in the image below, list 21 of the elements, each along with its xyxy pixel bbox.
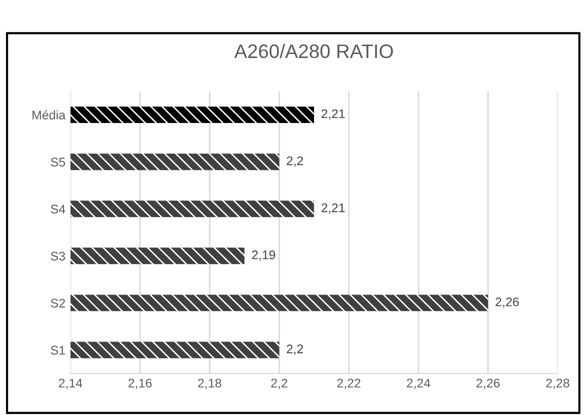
data-label: 2,26 [496,297,519,308]
y-tick-label: S5 [50,158,66,166]
x-tick-label: 2,22 [337,378,360,390]
x-tick-label: 2,2 [271,378,288,390]
x-tick-label: 2,16 [128,378,152,390]
y-tick-label: S1 [50,346,65,355]
x-tick-label: 2,28 [546,378,570,390]
y-tick-label: S2 [50,298,65,308]
x-tick-label: 2,24 [406,378,430,390]
data-label: 2,2 [286,156,303,167]
chart-title: A260/A280 RATIO [234,44,393,58]
x-tick-label: 2,14 [58,378,82,390]
x-tick-label: 2,26 [476,378,500,390]
y-tick-label: S4 [50,204,66,214]
data-label: 2,2 [286,344,303,355]
data-label: 2,19 [252,250,276,261]
data-label: 2,21 [322,203,345,214]
data-label: 2,21 [322,109,345,120]
y-tick-label: S3 [50,252,66,261]
x-tick-label: 2,18 [198,378,222,390]
y-tick-label: Média [32,110,66,120]
